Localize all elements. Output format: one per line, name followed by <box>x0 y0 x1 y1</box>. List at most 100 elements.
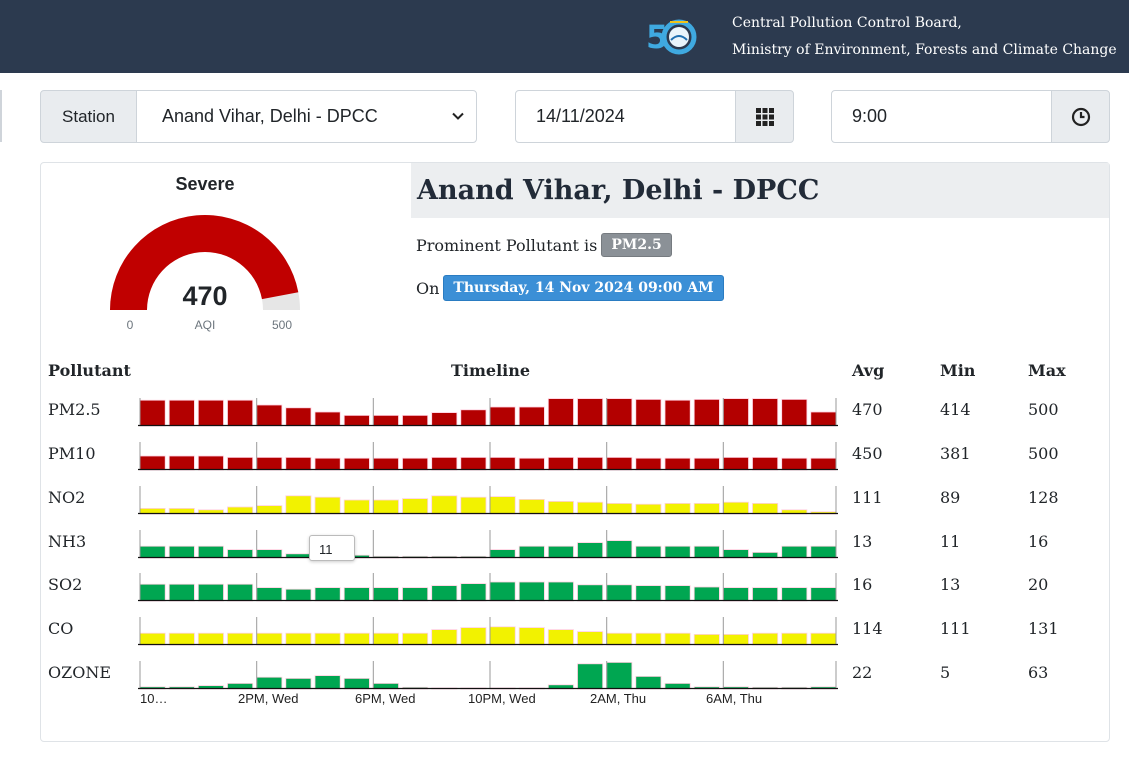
timeline-bar[interactable] <box>664 545 691 559</box>
timeline-bar[interactable] <box>372 457 399 471</box>
timeline-bar[interactable] <box>460 409 487 427</box>
timeline-bar[interactable] <box>547 581 574 602</box>
timeline-bar[interactable] <box>547 456 574 471</box>
timeline-bar[interactable] <box>372 587 399 602</box>
timeline-bar[interactable] <box>752 456 779 471</box>
timeline-bar[interactable] <box>139 399 166 427</box>
timeline-bar[interactable] <box>314 496 341 515</box>
timeline-bar[interactable] <box>635 675 662 690</box>
timeline-bar[interactable] <box>343 632 370 646</box>
timeline-bar[interactable] <box>664 457 691 471</box>
date-input[interactable]: 14/11/2024 <box>515 90 736 143</box>
timeline-bar[interactable] <box>489 549 516 559</box>
timeline-bar[interactable] <box>693 586 720 602</box>
timeline-bar[interactable] <box>431 456 458 471</box>
timeline-bar[interactable] <box>256 404 283 427</box>
timeline-bar[interactable] <box>752 587 779 602</box>
timeline-chart[interactable] <box>138 567 838 607</box>
timeline-bar[interactable] <box>635 632 662 646</box>
timeline-bar[interactable] <box>372 632 399 646</box>
timeline-bar[interactable] <box>810 411 837 427</box>
timeline-bar[interactable] <box>197 583 224 602</box>
timeline-bar[interactable] <box>256 549 283 559</box>
timeline-bar[interactable] <box>635 503 662 515</box>
timeline-bar[interactable] <box>752 502 779 515</box>
timeline-bar[interactable] <box>197 455 224 471</box>
timeline-bar[interactable] <box>752 398 779 427</box>
timeline-bar[interactable] <box>606 584 633 602</box>
timeline-bar[interactable] <box>343 499 370 515</box>
timeline-bar[interactable] <box>635 399 662 427</box>
timeline-bar[interactable] <box>547 545 574 559</box>
timeline-bar[interactable] <box>606 540 633 559</box>
timeline-bar[interactable] <box>431 495 458 515</box>
timeline-bar[interactable] <box>518 545 545 559</box>
timeline-bar[interactable] <box>343 457 370 471</box>
timeline-bar[interactable] <box>227 549 254 559</box>
timeline-bar[interactable] <box>314 587 341 602</box>
timeline-bar[interactable] <box>577 456 604 471</box>
timeline-bar[interactable] <box>285 632 312 646</box>
timeline-bar[interactable] <box>635 457 662 471</box>
timeline-bar[interactable] <box>139 455 166 471</box>
timeline-chart[interactable] <box>138 524 838 564</box>
timeline-bar[interactable] <box>664 399 691 427</box>
timeline-bar[interactable] <box>810 587 837 602</box>
timeline-bar[interactable] <box>606 398 633 427</box>
timeline-bar[interactable] <box>606 632 633 646</box>
timeline-bar[interactable] <box>285 495 312 515</box>
timeline-bar[interactable] <box>256 587 283 602</box>
timeline-bar[interactable] <box>752 632 779 646</box>
timeline-bar[interactable] <box>314 675 341 690</box>
timeline-bar[interactable] <box>547 398 574 427</box>
timeline-chart[interactable] <box>138 611 838 651</box>
timeline-bar[interactable] <box>635 585 662 602</box>
timeline-bar[interactable] <box>460 456 487 471</box>
timeline-bar[interactable] <box>810 545 837 559</box>
timeline-bar[interactable] <box>781 587 808 602</box>
timeline-bar[interactable] <box>402 457 429 471</box>
timeline-bar[interactable] <box>606 662 633 690</box>
timeline-bar[interactable] <box>168 399 195 427</box>
station-select[interactable]: Anand Vihar, Delhi - DPCC <box>136 90 477 143</box>
timeline-bar[interactable] <box>781 632 808 646</box>
timeline-bar[interactable] <box>139 545 166 559</box>
time-picker-button[interactable] <box>1051 90 1110 143</box>
timeline-bar[interactable] <box>372 414 399 427</box>
timeline-bar[interactable] <box>460 627 487 646</box>
timeline-bar[interactable] <box>460 496 487 515</box>
timeline-bar[interactable] <box>460 583 487 602</box>
timeline-bar[interactable] <box>577 398 604 427</box>
date-picker-button[interactable] <box>735 90 794 143</box>
timeline-bar[interactable] <box>343 587 370 602</box>
timeline-bar[interactable] <box>547 629 574 646</box>
timeline-chart[interactable] <box>138 480 838 520</box>
timeline-bar[interactable] <box>489 496 516 515</box>
timeline-bar[interactable] <box>547 500 574 515</box>
timeline-bar[interactable] <box>577 542 604 559</box>
timeline-bar[interactable] <box>606 502 633 515</box>
timeline-bar[interactable] <box>810 632 837 646</box>
timeline-bar[interactable] <box>693 457 720 471</box>
timeline-bar[interactable] <box>402 587 429 602</box>
timeline-bar[interactable] <box>518 406 545 427</box>
timeline-bar[interactable] <box>256 632 283 646</box>
timeline-bar[interactable] <box>722 398 749 427</box>
timeline-bar[interactable] <box>489 626 516 646</box>
timeline-bar[interactable] <box>635 545 662 559</box>
timeline-bar[interactable] <box>314 411 341 427</box>
timeline-bar[interactable] <box>168 455 195 471</box>
timeline-chart[interactable] <box>138 655 838 695</box>
timeline-bar[interactable] <box>518 581 545 602</box>
timeline-bar[interactable] <box>285 588 312 602</box>
timeline-bar[interactable] <box>402 632 429 646</box>
timeline-bar[interactable] <box>227 583 254 602</box>
timeline-bar[interactable] <box>197 399 224 427</box>
timeline-bar[interactable] <box>431 412 458 427</box>
timeline-bar[interactable] <box>227 632 254 646</box>
timeline-bar[interactable] <box>577 501 604 515</box>
timeline-bar[interactable] <box>664 502 691 515</box>
timeline-bar[interactable] <box>781 457 808 471</box>
timeline-bar[interactable] <box>489 456 516 471</box>
timeline-bar[interactable] <box>314 632 341 646</box>
